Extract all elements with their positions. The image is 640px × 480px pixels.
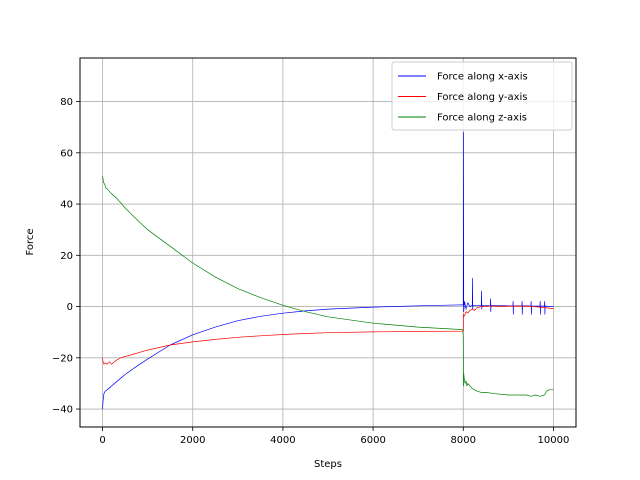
grid-lines — [80, 58, 576, 427]
x-axis-label: Steps — [314, 459, 342, 470]
legend-box — [391, 61, 573, 131]
legend-label-force-x: Force along x-axis — [437, 72, 528, 83]
y-axis-ticks: −40 −20 0 20 40 60 80 — [52, 97, 80, 416]
series-lines — [102, 131, 554, 410]
y-tick-label: 60 — [60, 148, 73, 159]
series-line-force-x — [102, 131, 554, 410]
x-tick-label: 0 — [99, 435, 105, 446]
x-tick-label: 2000 — [180, 435, 205, 446]
x-axis-ticks: 0 2000 4000 6000 8000 10000 — [99, 427, 569, 446]
plot-frame — [79, 57, 577, 428]
series-line-force-z — [102, 175, 554, 397]
y-tick-label: −40 — [52, 405, 73, 416]
y-axis-label: Force — [25, 228, 36, 255]
legend-label-force-y: Force along y-axis — [437, 92, 528, 103]
legend-label-force-z: Force along z-axis — [437, 113, 527, 124]
y-tick-label: 20 — [60, 251, 73, 262]
y-tick-label: 40 — [60, 200, 73, 211]
x-tick-label: 4000 — [270, 435, 295, 446]
x-tick-label: 6000 — [360, 435, 385, 446]
x-tick-label: 8000 — [451, 435, 476, 446]
y-tick-label: 80 — [60, 97, 73, 108]
x-tick-label: 10000 — [538, 435, 570, 446]
series-line-force-y — [102, 305, 554, 365]
y-tick-label: 0 — [67, 302, 73, 313]
y-tick-label: −20 — [52, 353, 73, 364]
legend: Force along x-axis Force along y-axis Forc… — [391, 61, 573, 131]
